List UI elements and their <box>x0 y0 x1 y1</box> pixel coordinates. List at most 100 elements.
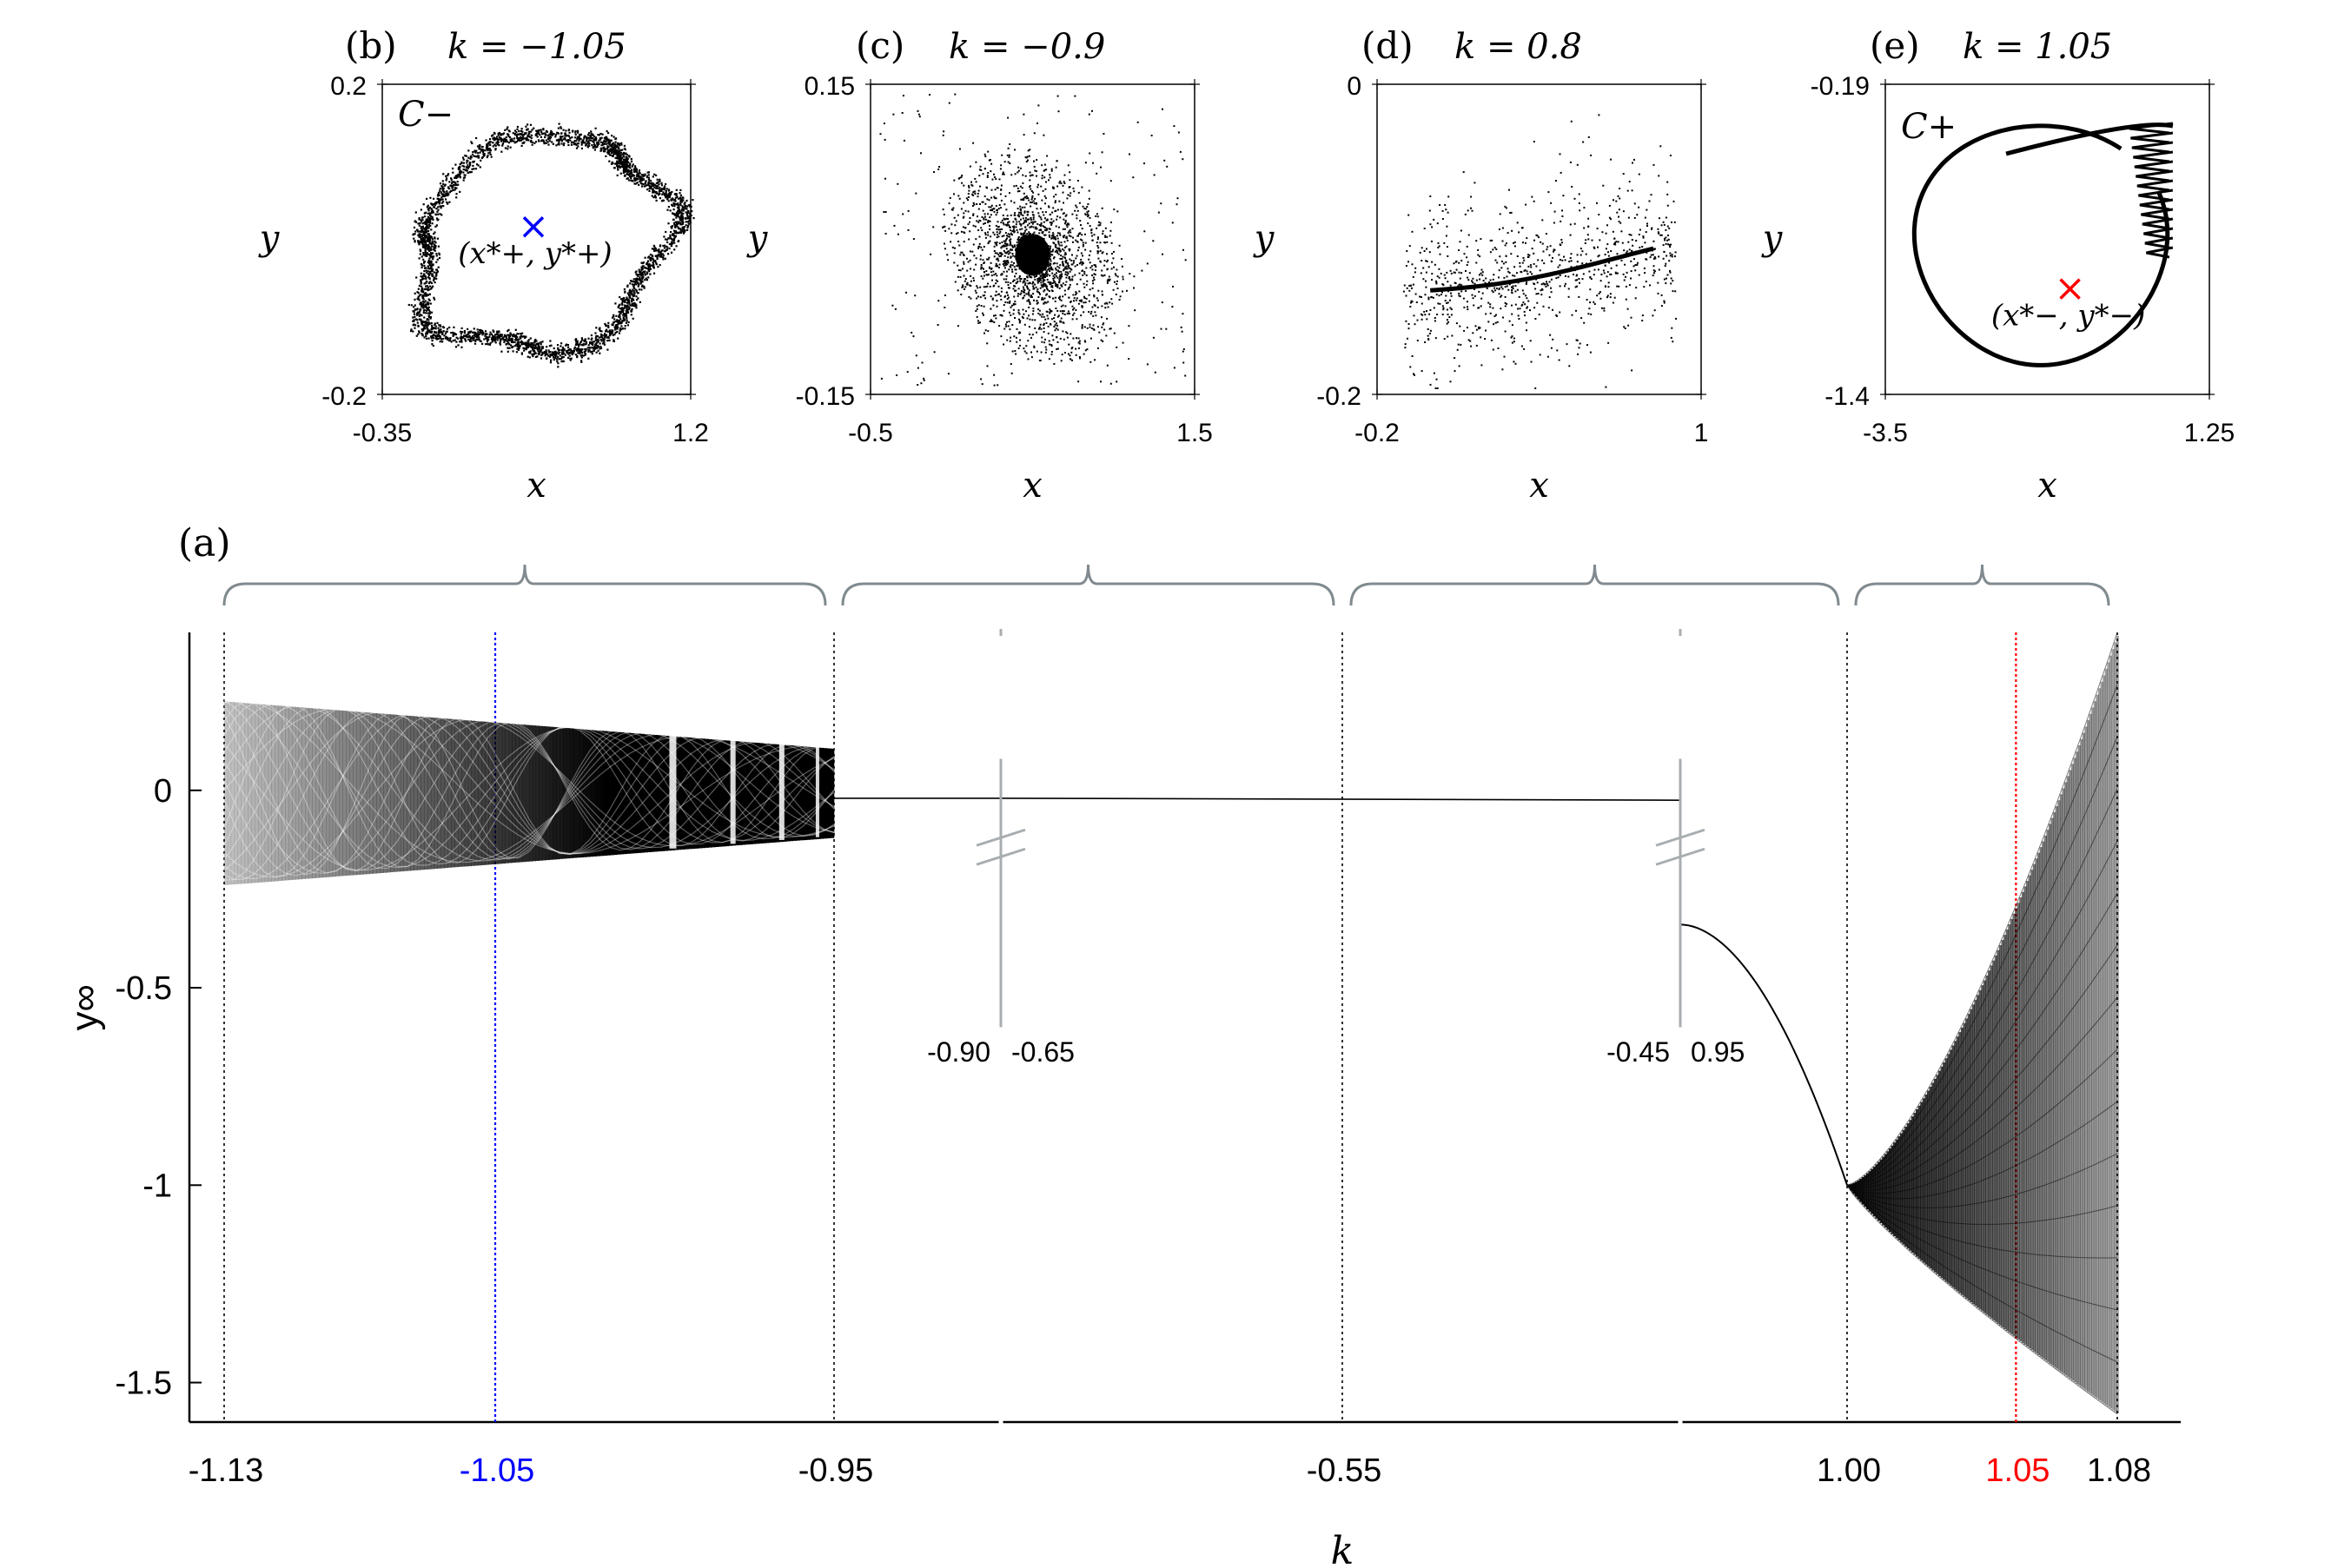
attractor-point <box>500 335 503 338</box>
attractor-point <box>1058 232 1061 235</box>
attractor-point <box>626 311 628 314</box>
attractor-point <box>626 324 629 327</box>
attractor-point <box>1068 223 1070 226</box>
attractor-point <box>1003 261 1006 264</box>
attractor-point <box>642 275 645 278</box>
attractor-point <box>997 285 1000 288</box>
attractor-point <box>625 299 627 301</box>
attractor-point <box>626 166 629 169</box>
attractor-point <box>1007 294 1009 296</box>
attractor-point <box>673 213 676 215</box>
attractor-point <box>616 143 619 146</box>
attractor-point <box>446 338 449 341</box>
attractor-point <box>1049 228 1051 230</box>
attractor-point <box>425 334 427 337</box>
attractor-point <box>516 336 519 339</box>
attractor-point <box>413 306 415 308</box>
attractor-point <box>595 137 598 140</box>
attractor-point <box>433 246 435 248</box>
attractor-point <box>574 131 577 134</box>
attractor-point <box>475 163 479 166</box>
attractor-point <box>1083 295 1085 298</box>
attractor-point <box>984 218 987 221</box>
attractor-point <box>498 330 500 333</box>
attractor-point <box>442 330 445 333</box>
attractor-point <box>642 285 645 288</box>
attractor-point <box>1051 282 1054 284</box>
attractor-point <box>614 320 617 323</box>
attractor-point <box>425 230 428 233</box>
attractor-point <box>568 352 571 354</box>
attractor-point <box>599 147 602 149</box>
attractor-point <box>542 139 545 142</box>
attractor-point <box>689 217 692 220</box>
attractor-point <box>657 185 659 188</box>
attractor-point <box>622 313 626 315</box>
attractor-point <box>620 142 623 144</box>
attractor-point <box>414 241 416 243</box>
attractor-point <box>631 308 633 310</box>
attractor-point <box>660 189 663 192</box>
attractor-point <box>531 141 533 143</box>
attractor-point <box>496 140 499 142</box>
attractor-point <box>519 336 521 339</box>
plot-frame <box>381 83 692 395</box>
attractor-point <box>431 287 434 289</box>
attractor-point <box>525 342 527 345</box>
attractor-point <box>429 214 432 216</box>
attractor-point <box>433 233 435 235</box>
attractor-point <box>1081 306 1083 308</box>
attractor-point <box>624 149 626 151</box>
attractor-point <box>1056 336 1057 339</box>
attractor-point <box>594 127 597 129</box>
attractor-point <box>458 175 461 177</box>
attractor-point <box>648 185 651 188</box>
attractor-point <box>507 133 509 136</box>
attractor-point <box>1069 283 1071 286</box>
attractor-point <box>533 353 535 355</box>
attractor-point <box>627 301 630 304</box>
attractor-point <box>1044 197 1047 200</box>
attractor-point <box>626 308 628 311</box>
attractor-point <box>640 261 643 264</box>
attractor-point <box>1106 280 1109 282</box>
attractor-point <box>450 332 453 334</box>
attractor-point <box>489 153 492 155</box>
attractor-point <box>567 356 570 359</box>
attractor-point <box>557 355 560 359</box>
attractor-point <box>488 335 491 338</box>
attractor-point <box>606 139 608 142</box>
attractor-point <box>653 246 656 248</box>
attractor-point <box>671 238 673 241</box>
attractor-point <box>414 211 417 214</box>
attractor-point <box>1051 268 1054 271</box>
attractor-point <box>1043 285 1045 288</box>
attractor-point <box>526 346 530 348</box>
attractor-point <box>626 154 628 156</box>
attractor-point <box>486 143 488 146</box>
attractor-point <box>666 188 668 190</box>
attractor-point <box>957 241 960 242</box>
attractor-point <box>1064 257 1067 260</box>
attractor-point <box>526 137 528 140</box>
attractor-point <box>1001 219 1003 222</box>
attractor-point <box>991 279 993 281</box>
attractor-point <box>1004 301 1007 303</box>
attractor-point <box>1078 342 1081 345</box>
attractor-point <box>632 163 634 166</box>
attractor-point <box>660 182 663 184</box>
attractor-point <box>1060 360 1063 362</box>
attractor-point <box>1007 218 1010 220</box>
attractor-point <box>1072 236 1074 239</box>
attractor-point <box>1038 228 1041 231</box>
attractor-point <box>417 311 420 314</box>
attractor-point <box>1048 290 1050 292</box>
attractor-point <box>1050 268 1051 270</box>
attractor-point <box>573 346 576 348</box>
attractor-point <box>1033 345 1036 347</box>
attractor-point <box>544 132 546 135</box>
attractor-point <box>666 193 668 195</box>
attractor-point <box>1055 275 1057 277</box>
attractor-point <box>567 129 571 131</box>
attractor-point <box>631 300 633 302</box>
